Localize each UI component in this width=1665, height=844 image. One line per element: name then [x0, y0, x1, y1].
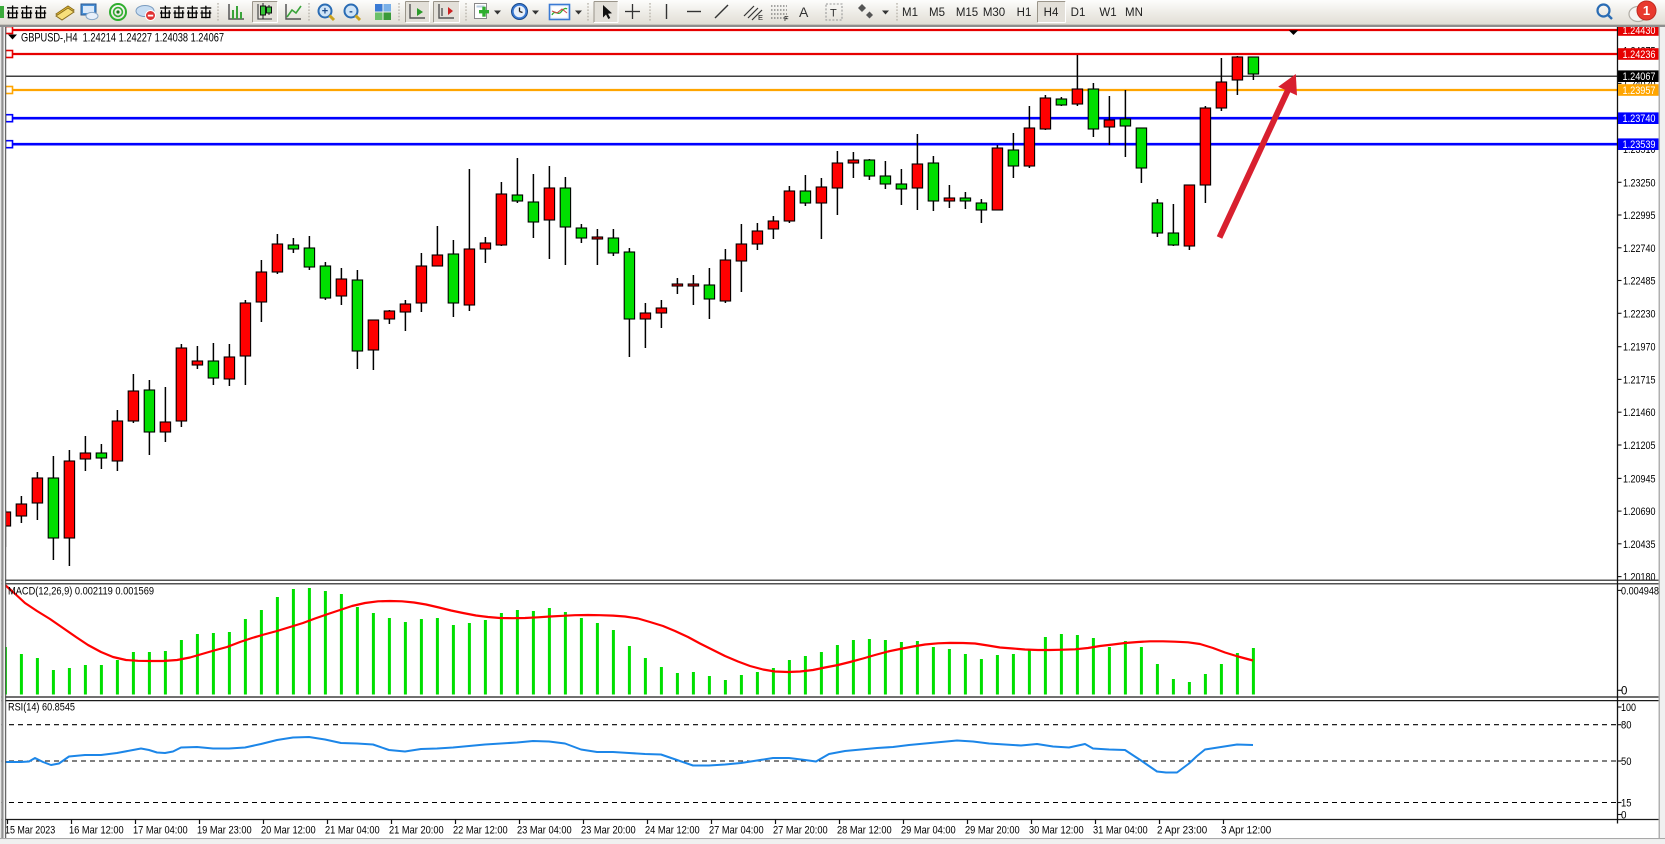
svg-text:1: 1	[1643, 3, 1650, 18]
svg-text:27 Mar 20:00: 27 Mar 20:00	[773, 825, 828, 837]
svg-text:T: T	[830, 8, 837, 20]
svg-text:RSI(14) 60.8545: RSI(14) 60.8545	[8, 702, 75, 714]
svg-text:1.24430: 1.24430	[1623, 25, 1656, 37]
svg-text:M30: M30	[983, 7, 1005, 19]
svg-text:1.24067: 1.24067	[1623, 71, 1656, 83]
svg-text:19 Mar 23:00: 19 Mar 23:00	[197, 825, 252, 837]
svg-text:21 Mar 04:00: 21 Mar 04:00	[325, 825, 380, 837]
svg-text:16 Mar 12:00: 16 Mar 12:00	[69, 825, 124, 837]
svg-text:29 Mar 20:00: 29 Mar 20:00	[965, 825, 1020, 837]
svg-text:1.20435: 1.20435	[1623, 539, 1656, 551]
svg-text:A: A	[799, 4, 809, 20]
svg-text:1.22740: 1.22740	[1623, 243, 1656, 255]
svg-text:1.22230: 1.22230	[1623, 308, 1656, 320]
svg-text:1.21205: 1.21205	[1623, 440, 1656, 452]
svg-text:F: F	[784, 14, 789, 23]
svg-text:0.004948: 0.004948	[1621, 585, 1659, 597]
svg-text:0: 0	[1621, 810, 1627, 822]
svg-text:50: 50	[1621, 756, 1632, 768]
svg-text:22 Mar 12:00: 22 Mar 12:00	[453, 825, 508, 837]
svg-text:D1: D1	[1071, 7, 1086, 19]
svg-text:MACD(12,26,9) 0.002119 0.00156: MACD(12,26,9) 0.002119 0.001569	[8, 586, 154, 598]
svg-text:1.20945: 1.20945	[1623, 473, 1656, 485]
svg-text:29 Mar 04:00: 29 Mar 04:00	[901, 825, 956, 837]
svg-text:1.21460: 1.21460	[1623, 407, 1656, 419]
svg-text:H4: H4	[1044, 7, 1059, 19]
svg-text:M15: M15	[956, 7, 978, 19]
svg-text:1.24236: 1.24236	[1623, 49, 1656, 61]
svg-text:1.23957: 1.23957	[1623, 85, 1656, 97]
svg-text:E: E	[758, 13, 763, 22]
svg-text:H1: H1	[1017, 7, 1032, 19]
svg-text:GBPUSD-,H4 1.24214 1.24227 1.: GBPUSD-,H4 1.24214 1.24227 1.24038 1.240…	[21, 31, 224, 45]
svg-text:1.21715: 1.21715	[1623, 374, 1656, 386]
svg-text:1.22485: 1.22485	[1623, 276, 1656, 288]
svg-text:1.21970: 1.21970	[1623, 342, 1656, 354]
svg-text:28 Mar 12:00: 28 Mar 12:00	[837, 825, 892, 837]
svg-text:W1: W1	[1099, 7, 1116, 19]
svg-text:0: 0	[1621, 685, 1627, 697]
svg-text:2 Apr 23:00: 2 Apr 23:00	[1157, 825, 1207, 837]
svg-text:1.20180: 1.20180	[1623, 572, 1656, 584]
svg-text:23 Mar 20:00: 23 Mar 20:00	[581, 825, 636, 837]
svg-text:21 Mar 20:00: 21 Mar 20:00	[389, 825, 444, 837]
svg-text:-: -	[349, 6, 353, 18]
svg-text:20 Mar 12:00: 20 Mar 12:00	[261, 825, 316, 837]
svg-text:1.20690: 1.20690	[1623, 506, 1656, 518]
svg-text:17 Mar 04:00: 17 Mar 04:00	[133, 825, 188, 837]
svg-text:M1: M1	[902, 7, 918, 19]
svg-text:100: 100	[1621, 702, 1636, 714]
svg-text:30 Mar 12:00: 30 Mar 12:00	[1029, 825, 1084, 837]
svg-text:MN: MN	[1125, 7, 1143, 19]
svg-text:1.23539: 1.23539	[1623, 139, 1656, 151]
svg-text:15 Mar 2023: 15 Mar 2023	[5, 825, 55, 837]
svg-text:24 Mar 12:00: 24 Mar 12:00	[645, 825, 700, 837]
svg-text:23 Mar 04:00: 23 Mar 04:00	[517, 825, 572, 837]
svg-text:15: 15	[1621, 798, 1632, 810]
svg-text:27 Mar 04:00: 27 Mar 04:00	[709, 825, 764, 837]
svg-text:1.23740: 1.23740	[1623, 113, 1656, 125]
svg-text:+: +	[322, 6, 328, 18]
svg-text:1.23250: 1.23250	[1623, 177, 1656, 189]
svg-text:1.22995: 1.22995	[1623, 210, 1656, 222]
svg-text:31 Mar 04:00: 31 Mar 04:00	[1093, 825, 1148, 837]
svg-text:3 Apr 12:00: 3 Apr 12:00	[1221, 825, 1271, 837]
svg-text:80: 80	[1621, 720, 1632, 732]
svg-text:M5: M5	[929, 7, 945, 19]
